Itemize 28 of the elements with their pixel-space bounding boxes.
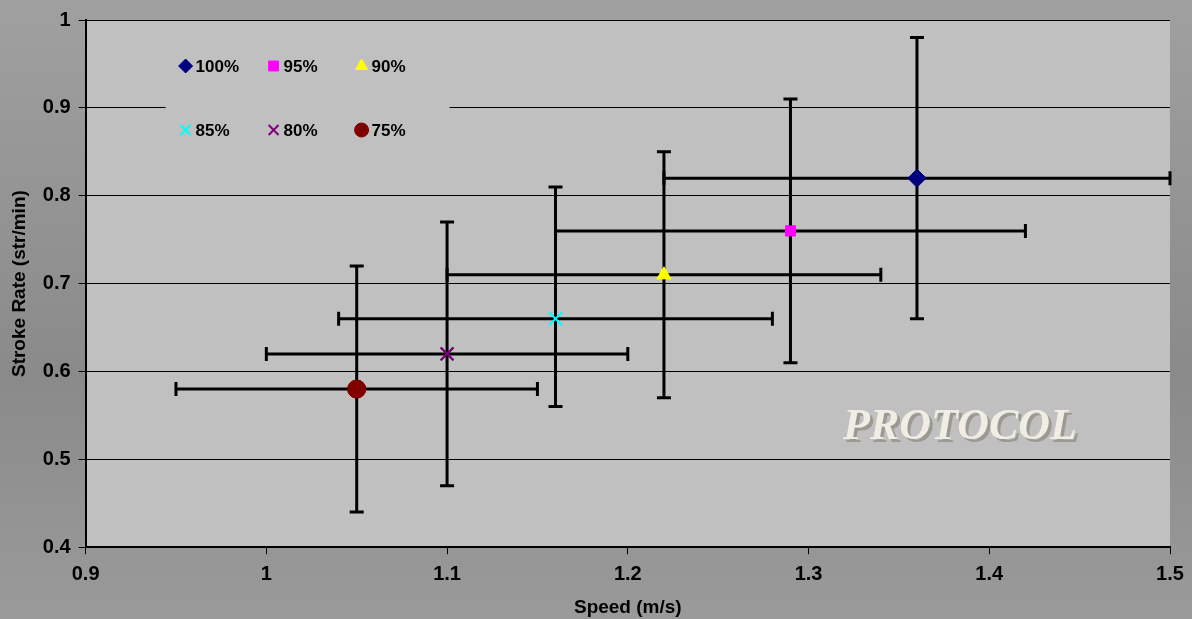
- x-tick-label: 1: [260, 561, 272, 584]
- x-tick-label: 1.5: [1156, 561, 1184, 584]
- point: [439, 346, 455, 362]
- x-tick-label: 1.4: [975, 561, 1005, 584]
- point: [347, 379, 367, 399]
- y-tick-label: 0.4: [42, 534, 72, 557]
- y-tick-label: 0.5: [42, 446, 71, 469]
- x-tick-label: 0.9: [71, 561, 100, 584]
- point: [907, 168, 927, 188]
- y-tick-label: 0.7: [42, 271, 71, 294]
- x-axis-title: Speed (m/s): [573, 595, 682, 617]
- legend-label: 95%: [283, 56, 318, 76]
- y-tick-label: 1: [59, 7, 71, 30]
- x-tick-label: 1.2: [613, 561, 642, 584]
- point: [548, 311, 563, 327]
- point: [656, 266, 672, 280]
- legend-label: 100%: [195, 56, 240, 76]
- legend-label: 75%: [371, 120, 406, 140]
- legend-label: 90%: [371, 56, 406, 76]
- y-tick-label: 0.9: [42, 95, 71, 118]
- legend-label: 85%: [195, 120, 230, 140]
- y-axis-title: Stroke Rate (str/min): [7, 190, 29, 378]
- legend-label: 80%: [283, 120, 318, 140]
- x-tick-label: 1.3: [794, 561, 823, 584]
- y-tick-label: 0.6: [42, 358, 71, 381]
- point: [785, 225, 796, 237]
- x-tick-label: 1.1: [433, 561, 461, 584]
- y-tick-label: 0.8: [42, 183, 71, 206]
